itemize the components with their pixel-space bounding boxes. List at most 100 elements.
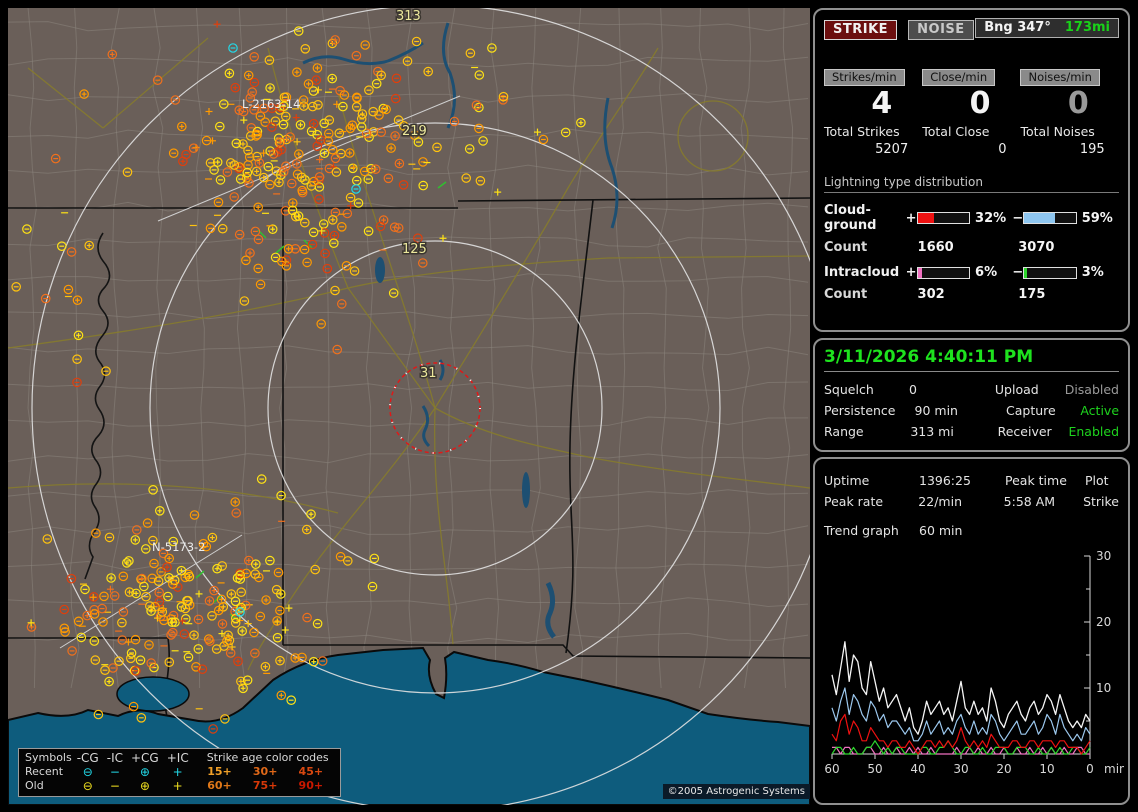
svg-text:40: 40 (910, 762, 925, 776)
intracloud-label: Intracloud (824, 265, 900, 280)
cloud-ground-row: Cloud-ground + 32% − 59% (824, 203, 1119, 233)
legend-row-old: Old ⊖ − ⊕ +60+ 75+ 90+ (25, 779, 334, 793)
close-per-min-chip: Close/min (922, 69, 996, 86)
svg-text:313: 313 (396, 9, 421, 24)
squelch-label: Squelch (824, 382, 874, 397)
peak-time-value: 5:58 AM (1003, 494, 1056, 509)
ic-count-label: Count (824, 287, 868, 302)
svg-text:L-2163-14: L-2163-14 (242, 97, 300, 111)
plus-sign: + (905, 210, 917, 226)
total-noises-value: 195 (1079, 142, 1105, 157)
trend-graph-label: Trend graph (824, 523, 899, 538)
poscg-symbol-icon: ⊕ (139, 765, 150, 779)
legend-row-recent: Recent ⊖ − ⊕ +15+ 30+ 45+ (25, 765, 334, 779)
capture-value: Active (1080, 403, 1120, 418)
distribution-title: Lightning type distribution (824, 175, 1119, 193)
squelch-value: 0 (909, 382, 917, 397)
legend-col-negcg: -CG (76, 751, 99, 765)
legend-col-poscg: +CG (130, 751, 159, 765)
legend-col-posic: +IC (166, 751, 189, 765)
ic-negative-count: 175 (1018, 287, 1046, 302)
age-code: 30+ (252, 765, 278, 778)
negcg-symbol-icon: ⊖ (82, 779, 93, 793)
receiver-label: Receiver (997, 424, 1052, 439)
peak-time-label: Peak time (1005, 473, 1067, 488)
plus-sign: + (905, 265, 917, 280)
legend-col-negic: -IC (106, 751, 123, 765)
peak-rate-row: Peak rate 22/min 5:58 AM Strike (824, 494, 1119, 509)
age-code: 90+ (298, 779, 324, 792)
bearing-distance: 173mi (1064, 20, 1110, 35)
upload-label: Upload (994, 382, 1039, 397)
cg-negative-bar (1023, 212, 1077, 224)
capture-label: Capture (1006, 403, 1056, 418)
svg-text:N-5173-2: N-5173-2 (152, 540, 206, 554)
map-symbol-legend: Symbols -CG -IC +CG +IC Strike age color… (18, 748, 341, 797)
strikes-per-min-counter: Strikes/min 4 Total Strikes 5207 (824, 66, 922, 157)
close-per-min-value: 0 (969, 86, 991, 121)
cg-positive-pct: 32% (975, 210, 1007, 226)
cg-positive-bar (916, 212, 971, 224)
status-panel: 3/11/2026 4:40:11 PM Squelch 0 Upload Di… (813, 338, 1130, 452)
bearing-readout: Bng 347° 173mi (975, 18, 1119, 38)
plot-mode-value: Strike (1083, 494, 1119, 509)
noises-per-min-chip: Noises/min (1020, 69, 1100, 86)
legend-header-row: Symbols -CG -IC +CG +IC Strike age color… (25, 751, 334, 765)
svg-text:30: 30 (953, 762, 968, 776)
legend-symbols-header: Symbols (25, 751, 72, 764)
legend-age-header: Strike age color codes (206, 751, 329, 764)
ic-negative-bar (1023, 266, 1077, 279)
minus-sign: − (1012, 265, 1024, 280)
strikes-per-min-value: 4 (871, 86, 893, 121)
svg-text:219: 219 (402, 124, 427, 139)
ic-positive-bar (916, 266, 971, 279)
total-close-value: 0 (998, 142, 1007, 157)
ic-negative-pct: 3% (1081, 265, 1104, 280)
svg-text:125: 125 (402, 242, 427, 257)
posic-symbol-icon: + (172, 779, 183, 793)
negcg-symbol-icon: ⊖ (82, 765, 93, 779)
uptime-label: Uptime (824, 473, 870, 488)
persistence-label: Persistence (824, 403, 896, 418)
intracloud-row: Intracloud + 6% − 3% (824, 265, 1119, 280)
svg-text:31: 31 (420, 366, 437, 381)
negic-symbol-icon: − (109, 765, 120, 779)
map-canvas: 31 125 219 313 L-2163-14 N-5173-2 (8, 8, 810, 805)
age-code: 45+ (298, 765, 324, 778)
strike-toggle-button[interactable]: STRIKE (824, 20, 898, 40)
ic-positive-pct: 6% (975, 265, 998, 280)
svg-text:10: 10 (1039, 762, 1054, 776)
lightning-map[interactable]: 31 125 219 313 L-2163-14 N-5173-2 Symbols -CG… (8, 8, 810, 805)
cloud-ground-count-row: Count 1660 3070 (824, 240, 1119, 255)
legend-row-label: Old (25, 779, 44, 792)
uptime-value: 1396:25 (919, 473, 971, 488)
current-datetime: 3/11/2026 4:40:11 PM (824, 347, 1119, 372)
total-close-label: Total Close (922, 124, 990, 139)
svg-text:10: 10 (1096, 681, 1111, 695)
minus-sign: − (1012, 210, 1024, 226)
svg-text:0: 0 (1086, 762, 1094, 776)
age-code: 60+ (207, 779, 232, 792)
strikes-per-min-chip: Strikes/min (824, 69, 905, 86)
noise-toggle-button[interactable]: NOISE (908, 20, 974, 40)
total-strikes-value: 5207 (875, 142, 909, 157)
svg-text:20: 20 (996, 762, 1011, 776)
legend-row-label: Recent (25, 765, 64, 778)
persistence-value: 90 min (914, 403, 958, 418)
peak-rate-label: Peak rate (824, 494, 884, 509)
status-row-persistence: Persistence 90 min Capture Active (824, 403, 1119, 418)
uptime-row: Uptime 1396:25 Peak time Plot (824, 473, 1119, 488)
age-code: 75+ (252, 779, 278, 792)
poscg-symbol-icon: ⊕ (139, 779, 150, 793)
bearing-value: Bng 347° (984, 20, 1051, 35)
range-label: Range (824, 424, 864, 439)
cg-negative-count: 3070 (1018, 240, 1055, 255)
receiver-value: Enabled (1068, 424, 1119, 439)
total-strikes-label: Total Strikes (824, 124, 900, 139)
svg-text:30: 30 (1096, 549, 1111, 563)
copyright-notice: ©2005 Astrogenic Systems (662, 784, 810, 799)
cloud-ground-label: Cloud-ground (824, 203, 877, 233)
range-value: 313 mi (910, 424, 954, 439)
cg-positive-count: 1660 (917, 240, 954, 255)
